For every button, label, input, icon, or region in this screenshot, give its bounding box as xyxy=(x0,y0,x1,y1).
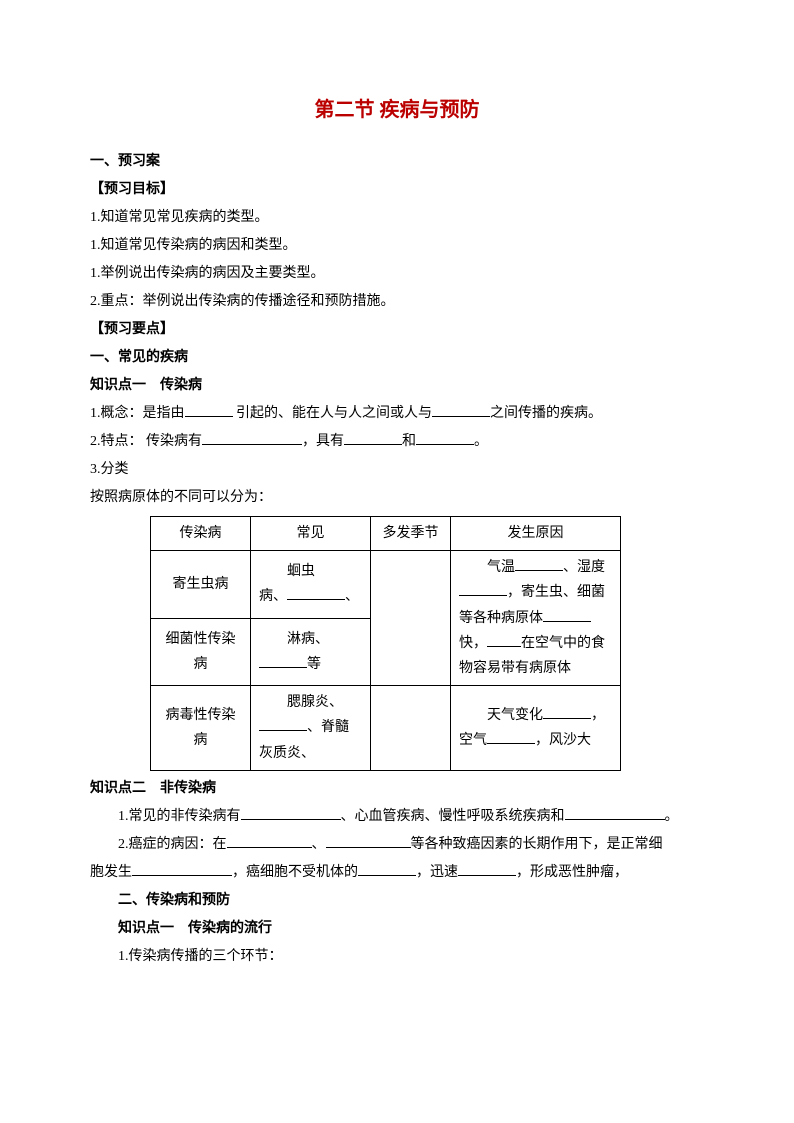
text: 蛔虫 xyxy=(259,564,315,579)
text: 。 xyxy=(665,809,679,824)
kp1-line-2: 2.特点： 传染病有 ，具有 和 。 xyxy=(90,428,704,456)
section-1-heading: 一、预习案 xyxy=(90,148,704,176)
text: 和 xyxy=(402,434,416,449)
blank xyxy=(227,834,312,848)
text: 之间传播的疾病。 xyxy=(490,406,602,421)
text: 快， xyxy=(459,636,487,651)
text: 腮腺炎、 xyxy=(259,695,343,710)
text: 1.常见的非传染病有 xyxy=(118,809,241,824)
text: ，具有 xyxy=(302,434,344,449)
blank xyxy=(185,403,233,417)
goal-item-2: 1.知道常见传染病的病因和类型。 xyxy=(90,232,704,260)
kp2-line-1: 1.常见的非传染病有 、心血管疾病、慢性呼吸系统疾病和 。 xyxy=(90,803,704,831)
blank xyxy=(487,633,521,647)
kp2-line-2: 2.癌症的病因：在 、 等各种致癌因素的长期作用下，是正常细 胞发生 ，癌细胞不受机体… xyxy=(90,831,704,887)
kp1-line-1: 1.概念：是指由 引起的、能在人与人之间或人与 之间传播的疾病。 xyxy=(90,400,704,428)
blank xyxy=(515,557,563,571)
blank xyxy=(565,806,665,820)
blank xyxy=(543,608,591,622)
text: ，癌细胞不受机体的 xyxy=(232,865,358,880)
text: 、湿度 xyxy=(563,560,605,575)
th-1: 传染病 xyxy=(151,517,251,551)
blank xyxy=(432,403,490,417)
text: 。 xyxy=(474,434,488,449)
blank xyxy=(259,654,307,668)
part-2-heading: 二、传染病和预防 xyxy=(90,887,704,915)
blank xyxy=(344,431,402,445)
text: 淋病、 xyxy=(259,632,329,647)
text: 、 xyxy=(345,589,359,604)
text: ，迅速 xyxy=(416,865,458,880)
text: 、心血管疾病、慢性呼吸系统疾病和 xyxy=(341,809,565,824)
kp1-line-4: 按照病原体的不同可以分为： xyxy=(90,484,704,512)
cell: 蛔虫 病、 、 xyxy=(251,551,371,618)
blank xyxy=(487,730,535,744)
text: 2.癌症的病因：在 xyxy=(90,831,227,859)
text: 胞发生 xyxy=(90,865,132,880)
th-4: 发生原因 xyxy=(451,517,621,551)
blank xyxy=(358,862,416,876)
blank xyxy=(287,586,345,600)
text: 等 xyxy=(307,657,321,672)
text: 等各种致癌因素的长期作用下，是正常细 xyxy=(411,837,663,852)
blank xyxy=(543,705,591,719)
table-header-row: 传染病 常见 多发季节 发生原因 xyxy=(151,517,621,551)
th-3: 多发季节 xyxy=(371,517,451,551)
goal-item-3: 1.举例说出传染病的病因及主要类型。 xyxy=(90,260,704,288)
text: 气温 xyxy=(459,560,515,575)
blank xyxy=(132,862,232,876)
text: ，形成恶性肿瘤， xyxy=(516,865,628,880)
cell: 腮腺炎、、脊髓灰质炎、 xyxy=(251,686,371,771)
th-2: 常见 xyxy=(251,517,371,551)
disease-table: 传染病 常见 多发季节 发生原因 寄生虫病 蛔虫 病、、 气温、湿度，寄生虫、细… xyxy=(150,516,621,771)
text: 1.概念：是指由 xyxy=(90,406,185,421)
goal-item-1: 1.知道常见常见疾病的类型。 xyxy=(90,204,704,232)
page-title: 第二节 疾病与预防 xyxy=(90,90,704,130)
goal-item-4: 2.重点：举例说出传染病的传播途径和预防措施。 xyxy=(90,288,704,316)
cell-merged: 气温、湿度，寄生虫、细菌等各种病原体快，在空气中的食物容易带有病原体 xyxy=(451,551,621,686)
table-row: 病毒性传染病 腮腺炎、、脊髓灰质炎、 天气变化，空气，风沙大 xyxy=(151,686,621,771)
preview-points-heading: 【预习要点】 xyxy=(90,316,704,344)
blank xyxy=(259,717,307,731)
kp1-line-3: 3.分类 xyxy=(90,456,704,484)
blank xyxy=(202,431,302,445)
text: 病、 xyxy=(259,589,287,604)
kp1-heading: 知识点一 传染病 xyxy=(90,372,704,400)
part-1-heading: 一、常见的疾病 xyxy=(90,344,704,372)
blank xyxy=(459,582,507,596)
blank xyxy=(458,862,516,876)
kp2-heading: 知识点二 非传染病 xyxy=(90,775,704,803)
text: 天气变化 xyxy=(459,708,543,723)
cell: 天气变化，空气，风沙大 xyxy=(451,686,621,771)
text: 引起的、能在人与人之间或人与 xyxy=(233,406,433,421)
cell: 寄生虫病 xyxy=(151,551,251,618)
blank xyxy=(326,834,411,848)
blank xyxy=(416,431,474,445)
text: 2.特点： 传染病有 xyxy=(90,434,202,449)
text: 、 xyxy=(312,837,326,852)
blank xyxy=(241,806,341,820)
kp3-line-1: 1.传染病传播的三个环节： xyxy=(90,943,704,971)
cell: 病毒性传染病 xyxy=(151,686,251,771)
text: ，风沙大 xyxy=(535,733,591,748)
cell: 淋病、等 xyxy=(251,618,371,685)
kp3-heading: 知识点一 传染病的流行 xyxy=(90,915,704,943)
table-row: 寄生虫病 蛔虫 病、、 气温、湿度，寄生虫、细菌等各种病原体快，在空气中的食物容… xyxy=(151,551,621,618)
preview-goal-heading: 【预习目标】 xyxy=(90,176,704,204)
cell: 细菌性传染病 xyxy=(151,618,251,685)
cell xyxy=(371,686,451,771)
cell-merged xyxy=(371,551,451,686)
